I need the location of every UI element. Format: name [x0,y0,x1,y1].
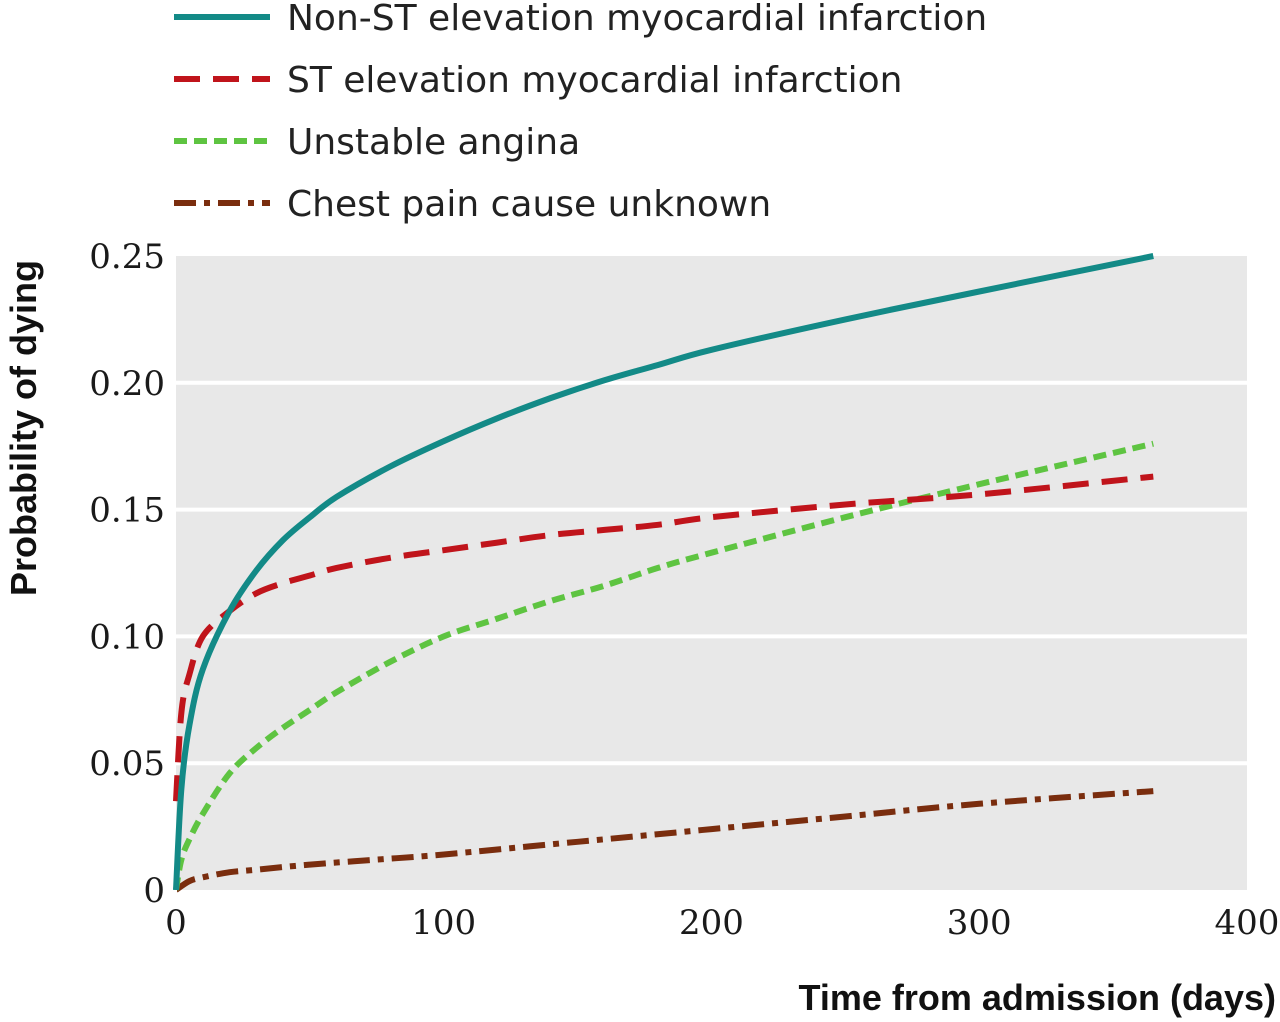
y-axis-label: Probability of dying [3,260,44,596]
x-tick-label: 100 [411,903,476,943]
series-line-4 [174,788,1154,893]
plot-area [176,256,1247,890]
y-tick-label: 0.15 [89,491,165,531]
y-tick-label: 0.10 [89,617,165,657]
series-line-3 [173,440,1154,891]
x-tick-label: 400 [1215,903,1280,943]
legend-label-2: ST elevation myocardial infarction [287,60,902,101]
legend-label-3: Unstable angina [287,122,580,163]
x-tick-label: 300 [947,903,1012,943]
x-axis-label: Time from admission (days) [799,977,1276,1018]
y-tick-label: 0.25 [89,237,165,277]
series-line-2 [173,473,1154,802]
y-tick-label: 0.20 [89,364,165,404]
y-tick-label: 0 [143,871,165,911]
legend-label-4: Chest pain cause unknown [287,184,771,225]
x-tick-label: 0 [165,903,187,943]
series-line-1 [173,253,1154,891]
y-tick-label: 0.05 [89,744,165,784]
x-tick-label: 200 [679,903,744,943]
legend-label-1: Non-ST elevation myocardial infarction [287,0,987,39]
